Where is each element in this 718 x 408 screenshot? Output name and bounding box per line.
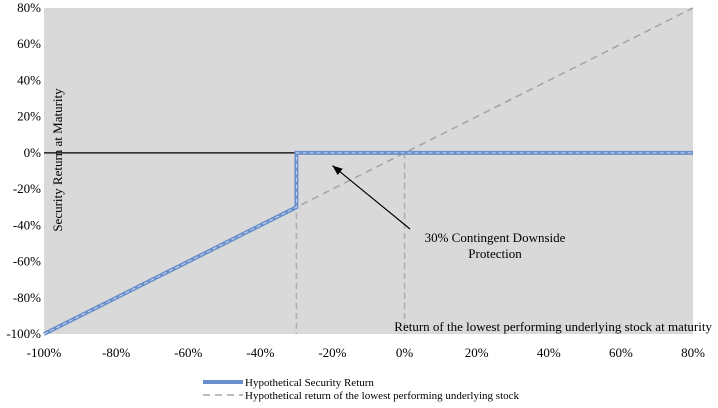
x-tick-label: -20% bbox=[318, 345, 346, 360]
x-axis-label: Return of the lowest performing underlyi… bbox=[394, 319, 712, 334]
y-tick-label: 80% bbox=[17, 0, 41, 15]
legend: Hypothetical Security Return Hypothetica… bbox=[203, 377, 520, 402]
y-tick-label: -20% bbox=[13, 181, 41, 196]
y-tick-label: 40% bbox=[17, 72, 41, 87]
x-tick-label: -80% bbox=[102, 345, 130, 360]
x-tick-label: 0% bbox=[396, 345, 414, 360]
y-tick-label: -80% bbox=[13, 290, 41, 305]
y-tick-label: -100% bbox=[6, 326, 41, 341]
tick-labels: 80% 60% 40% 20% 0% -20% -40% -60% -80% -100% -100%… bbox=[6, 0, 705, 360]
y-tick-label: -40% bbox=[13, 217, 41, 232]
series-layer bbox=[43, 7, 694, 336]
y-tick-label: 60% bbox=[17, 36, 41, 51]
y-tick-label: -60% bbox=[13, 254, 41, 269]
y-axis-label: Security Return at Maturity bbox=[50, 88, 65, 232]
y-tick-label: 20% bbox=[17, 109, 41, 124]
legend-label-underlying-return: Hypothetical return of the lowest perfor… bbox=[245, 390, 520, 402]
x-tick-label: -40% bbox=[246, 345, 274, 360]
x-tick-label: 40% bbox=[537, 345, 561, 360]
annotation-arrowhead bbox=[332, 165, 343, 175]
legend-label-security-return: Hypothetical Security Return bbox=[245, 377, 374, 389]
annotation: 30% Contingent Downside Protection bbox=[332, 165, 566, 261]
x-tick-label: -100% bbox=[27, 345, 62, 360]
series-line-security-return-highlight bbox=[43, 152, 693, 335]
annotation-line-1: 30% Contingent Downside bbox=[425, 230, 566, 245]
y-tick-label: 0% bbox=[24, 145, 42, 160]
x-tick-label: 60% bbox=[609, 345, 633, 360]
annotation-line-2: Protection bbox=[468, 246, 522, 261]
x-tick-label: 80% bbox=[681, 345, 705, 360]
annotation-arrow bbox=[332, 165, 411, 230]
x-tick-label: 20% bbox=[465, 345, 489, 360]
x-tick-label: -60% bbox=[174, 345, 202, 360]
